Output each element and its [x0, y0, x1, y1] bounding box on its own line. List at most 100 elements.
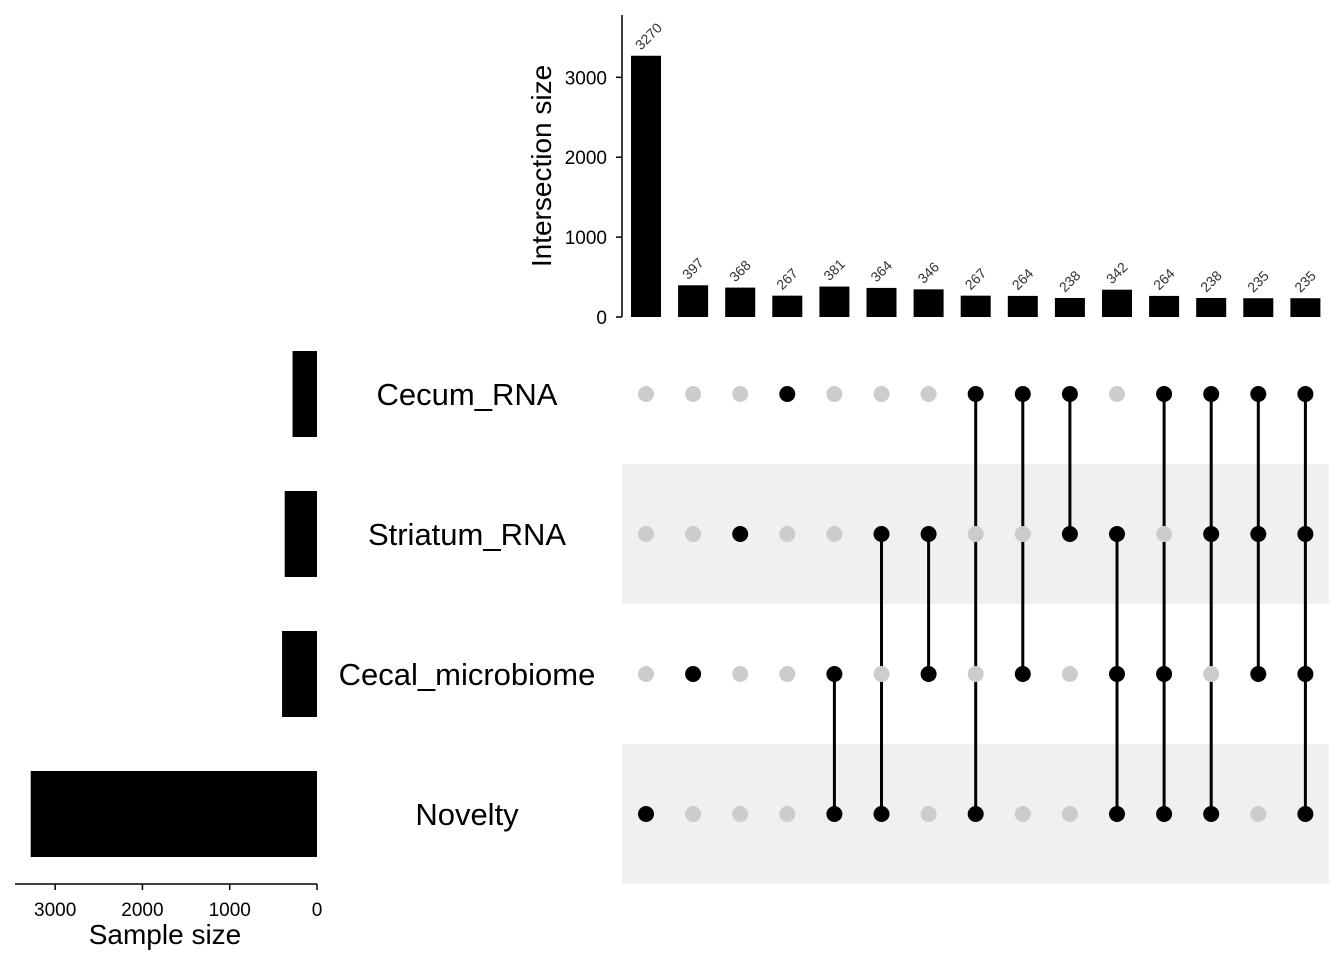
- intersection-size-axis: Intersection size 0 1000 2000 3000: [526, 15, 623, 329]
- matrix-dot-active: [1156, 386, 1173, 402]
- intersection-count-labels: 3270 397 368 267 381 364 346 267 264 238 342 264 238…: [632, 19, 1319, 295]
- set-name-label: Novelty: [415, 797, 519, 832]
- matrix-dot-inactive: [685, 386, 702, 402]
- intersection-bar: [1054, 297, 1085, 317]
- set-size-axis-tick-label: 2000: [121, 900, 163, 921]
- matrix-dot-inactive: [1061, 666, 1078, 682]
- set-name-labels: Cecum_RNA Striatum_RNA Cecal_microbiome Nov…: [339, 377, 596, 832]
- matrix-dot-active: [967, 386, 984, 402]
- matrix-dot-inactive: [1014, 526, 1031, 542]
- matrix-dot-inactive: [826, 526, 843, 542]
- intersection-count-label: 238: [1197, 267, 1225, 295]
- matrix-dot-active: [732, 526, 749, 542]
- matrix-dot-inactive: [920, 806, 937, 822]
- intersection-count-label: 267: [962, 265, 990, 293]
- intersection-count-label: 264: [1150, 265, 1178, 293]
- matrix-dot-active: [1297, 666, 1314, 682]
- matrix-dot-inactive: [732, 806, 749, 822]
- matrix-dot-active: [920, 526, 937, 542]
- intersection-axis-title: Intersection size: [526, 65, 557, 267]
- set-name-label: Cecum_RNA: [377, 377, 558, 412]
- matrix-dot-active: [1061, 526, 1078, 542]
- matrix-dot-inactive: [873, 666, 890, 682]
- intersection-bar: [1102, 289, 1132, 317]
- intersection-bar: [1149, 295, 1180, 317]
- intersection-bar: [631, 55, 661, 317]
- intersection-count-label: 235: [1291, 267, 1319, 295]
- set-size-bar: [284, 491, 317, 577]
- intersection-bar: [819, 286, 850, 317]
- matrix-dot-active: [1061, 386, 1078, 402]
- matrix-dot-active: [1109, 526, 1125, 542]
- matrix-dot-active: [873, 806, 890, 822]
- matrix-dot-active: [685, 666, 702, 682]
- matrix-dot-active: [1297, 806, 1314, 822]
- matrix-dot-inactive: [638, 666, 654, 682]
- intersection-count-label: 238: [1056, 267, 1084, 295]
- matrix-dot-active: [779, 386, 796, 402]
- intersection-bar: [725, 287, 756, 317]
- intersection-count-label: 397: [679, 254, 707, 282]
- matrix-dot-inactive: [638, 526, 654, 542]
- intersection-axis-tick-label: 0: [596, 308, 607, 329]
- intersection-count-label: 342: [1103, 259, 1131, 287]
- intersection-bar: [1290, 298, 1321, 317]
- set-size-axis-title: Sample size: [89, 919, 242, 950]
- matrix-dots: [638, 386, 1314, 822]
- matrix-dot-inactive: [1156, 526, 1173, 542]
- matrix-dot-active: [826, 666, 843, 682]
- intersection-axis-tick-label: 3000: [565, 68, 607, 89]
- intersection-bar: [1007, 295, 1038, 317]
- intersection-bar: [866, 287, 897, 317]
- intersection-bar: [772, 295, 803, 317]
- matrix-dot-active: [1297, 386, 1314, 402]
- matrix-dot-inactive: [967, 526, 984, 542]
- matrix-dot-inactive: [826, 386, 843, 402]
- intersection-count-label: 381: [820, 256, 848, 284]
- intersection-bar: [960, 295, 991, 317]
- set-size-axis-tick-label: 0: [312, 900, 323, 921]
- matrix-dot-active: [826, 806, 843, 822]
- matrix-dot-active: [1014, 666, 1031, 682]
- matrix-dot-inactive: [685, 526, 702, 542]
- matrix-dot-inactive: [1250, 806, 1267, 822]
- set-name-label: Cecal_microbiome: [339, 657, 596, 692]
- matrix-dot-inactive: [732, 386, 749, 402]
- matrix-dot-inactive: [732, 666, 749, 682]
- set-size-axis-tick-label: 3000: [34, 900, 76, 921]
- matrix-dot-active: [1250, 526, 1267, 542]
- matrix-dot-inactive: [1061, 806, 1078, 822]
- matrix-dot-active: [920, 666, 937, 682]
- matrix-dot-active: [1297, 526, 1314, 542]
- set-size-bar: [292, 351, 317, 437]
- set-size-axis-tick-label: 1000: [209, 900, 251, 921]
- matrix-dot-active: [1156, 806, 1173, 822]
- set-size-axis: Sample size 3000 2000 1000 0: [15, 883, 323, 950]
- matrix-dot-active: [1109, 666, 1125, 682]
- intersection-count-label: 3270: [632, 19, 665, 52]
- intersection-count-label: 264: [1009, 265, 1037, 293]
- matrix-dot-inactive: [1203, 666, 1220, 682]
- matrix-dot-active: [1109, 806, 1125, 822]
- matrix-dot-inactive: [920, 386, 937, 402]
- set-size-bar: [282, 631, 317, 717]
- set-size-bars: [30, 351, 317, 857]
- intersection-bar: [913, 289, 944, 317]
- intersection-count-label: 235: [1244, 267, 1272, 295]
- intersection-bar: [1196, 297, 1227, 317]
- matrix-dot-inactive: [873, 386, 890, 402]
- intersection-bars: [631, 55, 1321, 317]
- matrix-dot-inactive: [779, 526, 796, 542]
- matrix-dot-inactive: [638, 386, 654, 402]
- matrix-dot-active: [1203, 526, 1220, 542]
- set-name-label: Striatum_RNA: [368, 517, 566, 552]
- matrix-dot-inactive: [779, 806, 796, 822]
- intersection-count-label: 364: [867, 257, 895, 285]
- matrix-dot-inactive: [967, 666, 984, 682]
- intersection-axis-tick-label: 1000: [565, 228, 607, 249]
- intersection-bar: [1243, 298, 1274, 317]
- set-size-bar: [30, 771, 317, 857]
- matrix-dot-active: [1203, 806, 1220, 822]
